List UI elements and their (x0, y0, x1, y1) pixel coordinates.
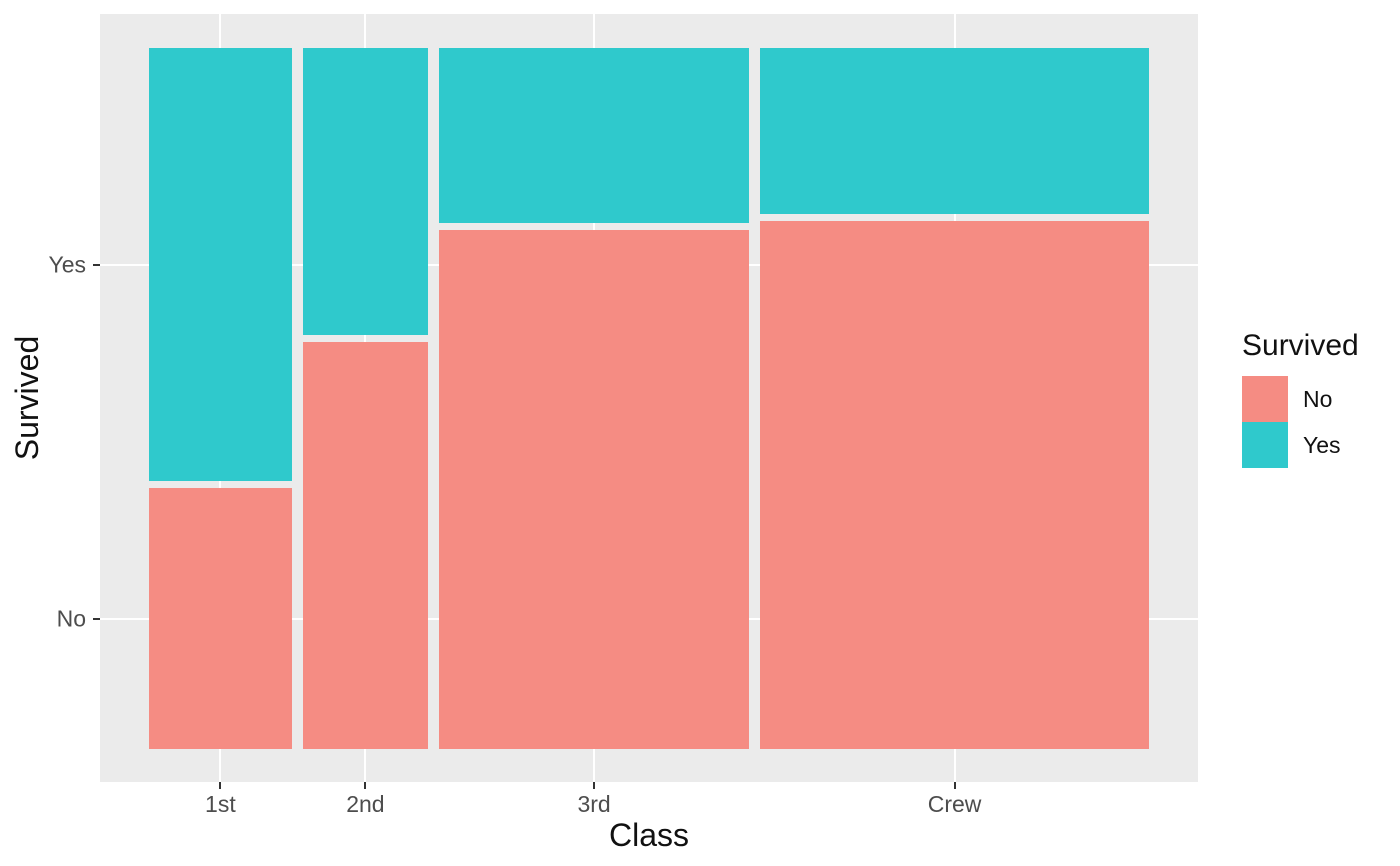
legend-key-swatch-no (1242, 376, 1288, 422)
y-axis-title: Survived (9, 335, 45, 461)
x-tick-mark-crew (953, 782, 956, 789)
mosaic-rect-1st-no (149, 488, 292, 749)
legend-label-yes: Yes (1303, 431, 1341, 458)
legend-items: No Yes (1242, 376, 1359, 468)
y-tick-mark-yes (93, 263, 100, 266)
y-tick-label-yes: Yes (48, 251, 86, 278)
x-tick-mark-2nd (364, 782, 367, 789)
x-tick-mark-1st (219, 782, 222, 789)
mosaic-rect-crew-no (760, 221, 1149, 749)
legend-title: Survived (1242, 329, 1359, 362)
x-tick-label-1st: 1st (205, 791, 236, 817)
plot-panel (100, 14, 1198, 782)
x-tick-label-2nd: 2nd (346, 791, 385, 817)
mosaic-rect-crew-yes (760, 48, 1149, 215)
mosaic-rect-3rd-yes (439, 48, 750, 223)
legend-key-swatch-yes (1242, 422, 1288, 468)
legend-item-yes: Yes (1242, 422, 1359, 468)
x-tick-label-crew: Crew (927, 791, 982, 817)
x-tick-label-3rd: 3rd (577, 791, 611, 817)
x-tick-mark-3rd (593, 782, 596, 789)
legend: Survived No Yes (1242, 330, 1359, 468)
x-axis-title: Class (608, 817, 690, 853)
mosaic-rect-2nd-yes (302, 48, 428, 336)
y-tick-mark-no (93, 617, 100, 620)
y-tick-label-no: No (56, 605, 86, 632)
mosaic-rect-2nd-no (302, 342, 428, 749)
mosaic-rect-1st-yes (149, 48, 292, 482)
legend-item-no: No (1242, 376, 1359, 422)
legend-label-no: No (1303, 385, 1333, 412)
mosaic-rect-3rd-no (439, 229, 750, 749)
